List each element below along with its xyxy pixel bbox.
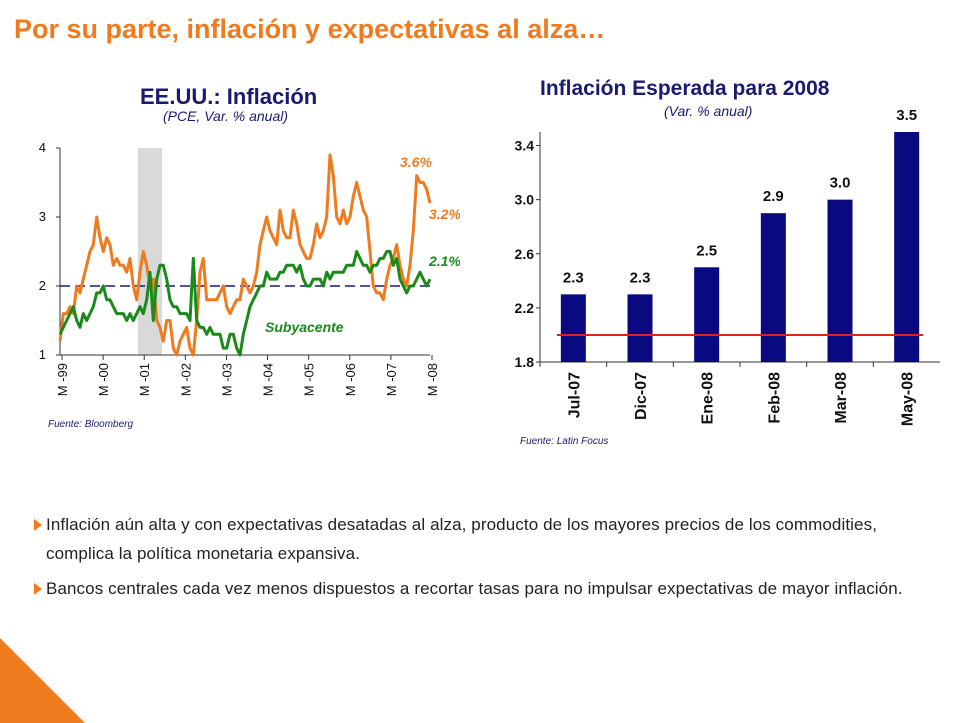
x-tick-label: M -03 (219, 363, 234, 396)
y-tick-label: 1 (39, 347, 46, 362)
bar-value-label: 3.0 (830, 175, 851, 192)
bar-value-label: 2.3 (630, 269, 651, 286)
slide-title: Por su parte, inflación y expectativas a… (14, 14, 606, 44)
bar-value-label: 2.5 (696, 242, 717, 259)
bar-value-label: 2.3 (563, 269, 584, 286)
annotation-core-latest: 2.1% (428, 253, 460, 269)
annotation-core-label: Subyacente (265, 319, 344, 335)
x-tick-label: Mar-08 (833, 372, 850, 424)
left-chart-source: Fuente: Bloomberg (48, 419, 134, 430)
annotation-headline-peak: 3.6% (400, 154, 432, 170)
bar (894, 132, 920, 362)
bar (627, 294, 653, 362)
bar-value-label: 3.5 (896, 110, 917, 124)
corner-decoration (0, 638, 85, 723)
bullet-text: Bancos centrales cada vez menos dispuest… (46, 579, 903, 598)
annotation-headline-latest: 3.2% (429, 206, 460, 222)
expected-inflation-bar-chart: 1.8 2.2 2.6 3.0 3.4 2.3 Jul-07 2.3 Dic-07 2.5 Ene-… (515, 110, 940, 426)
left-chart-subtitle: (PCE, Var. % anual) (163, 108, 289, 124)
core-inflation-line (58, 250, 432, 357)
x-tick-label: Feb-08 (766, 372, 783, 424)
bullet-list: Inflación aún alta y con expectativas de… (34, 510, 934, 609)
x-tick-label: May-08 (900, 372, 917, 426)
headline-inflation-line (58, 153, 432, 357)
y-tick-label: 3.4 (515, 138, 535, 154)
bar (694, 267, 720, 362)
bar (760, 213, 786, 362)
bar-value-label: 2.9 (763, 188, 784, 205)
x-tick-label: Ene-08 (700, 372, 717, 425)
x-tick-label: M -06 (343, 363, 358, 396)
x-tick-label: M -01 (137, 363, 152, 396)
y-tick-label: 2.2 (515, 300, 535, 316)
y-tick-label: 2 (39, 278, 46, 293)
y-tick-label: 4 (39, 140, 46, 155)
right-chart-subtitle: (Var. % anual) (664, 103, 753, 119)
x-tick-label: Jul-07 (566, 372, 583, 418)
right-chart-source: Fuente: Latin Focus (520, 436, 609, 447)
inflation-line-chart: 1 2 3 4 M -99 M -00 M -01 M -02 M -03 M -04 M -05 M… (39, 140, 460, 396)
bullet-item: Inflación aún alta y con expectativas de… (34, 510, 934, 568)
x-tick-label: M -02 (178, 363, 193, 396)
left-chart-title: EE.UU.: Inflación (140, 84, 318, 109)
y-tick-label: 3.0 (515, 192, 535, 208)
x-tick-label: M -00 (96, 363, 111, 396)
x-tick-label: M -04 (261, 363, 276, 396)
x-tick-label: M -99 (55, 363, 70, 396)
y-tick-label: 1.8 (515, 354, 535, 370)
bullet-item: Bancos centrales cada vez menos dispuest… (34, 574, 934, 603)
x-tick-label: M -08 (425, 363, 440, 396)
bar (560, 294, 586, 362)
x-tick-label: M -05 (302, 363, 317, 396)
y-tick-label: 3 (39, 209, 46, 224)
bullet-arrow-icon (34, 583, 42, 595)
x-tick-label: M -07 (384, 363, 399, 396)
bullet-text: Inflación aún alta y con expectativas de… (46, 515, 878, 563)
y-tick-label: 2.6 (515, 246, 535, 262)
right-chart-title: Inflación Esperada para 2008 (540, 77, 830, 100)
x-tick-label: Dic-07 (633, 372, 650, 420)
bar (827, 199, 853, 362)
bullet-arrow-icon (34, 519, 42, 531)
